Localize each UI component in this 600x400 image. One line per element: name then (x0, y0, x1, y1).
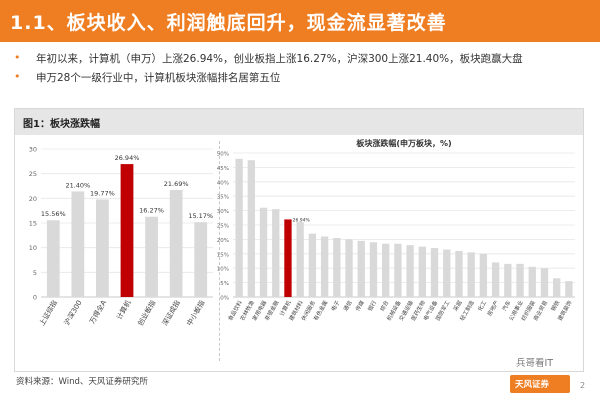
brand-logo-text: 天风证券 (515, 380, 550, 390)
bar (333, 237, 341, 297)
bar (369, 242, 378, 297)
bar (308, 233, 317, 297)
x-tick-label: 钢铁 (549, 299, 562, 313)
bullet-text: 申万28个一级行业中，计算机板块涨幅排名居第五位 (36, 72, 281, 84)
y-tick-label: 0% (220, 296, 229, 302)
bar (553, 278, 561, 297)
bar (169, 189, 183, 297)
x-tick-label: 通信 (341, 299, 354, 313)
y-tick-label: 10 (29, 244, 37, 252)
y-tick-label: 40% (217, 180, 229, 186)
bullet-item: • 年初以来，计算机（申万）上涨26.94%，创业板指上涨16.27%，沪深30… (14, 50, 594, 69)
chart-title: 板块涨跌幅(申万板块，%) (356, 138, 451, 148)
bar (194, 222, 208, 297)
x-tick-label: 电子 (329, 299, 342, 313)
bar (467, 252, 475, 297)
bar (71, 191, 85, 297)
data-label: 21.40% (65, 181, 90, 189)
bullet-list: • 年初以来，计算机（申万）上涨26.94%，创业板指上涨16.27%，沪深30… (14, 50, 594, 88)
y-tick-label: 10% (217, 267, 229, 273)
y-tick-label: 30 (29, 146, 37, 154)
bar (247, 160, 255, 297)
bar (394, 243, 402, 297)
data-label: 21.69% (164, 180, 189, 188)
bullet-dot-icon: • (14, 70, 21, 83)
y-tick-label: 15% (217, 252, 229, 258)
bar (272, 209, 280, 297)
bar (406, 245, 414, 297)
figure-panel: 图1：板块涨跌幅 0 5 10 15 20 25 30 15.56% 上证综指 21.40% 沪深3… (14, 108, 584, 372)
bar (235, 158, 243, 297)
bar (46, 220, 60, 297)
data-label: 16.27% (139, 207, 164, 215)
y-tick-label: 20 (29, 195, 37, 203)
bar (491, 262, 500, 297)
bar (320, 236, 329, 297)
y-tick-label: 50% (217, 152, 229, 158)
bar (516, 263, 524, 297)
data-label: 19.77% (90, 189, 115, 197)
data-label: 26.94% (293, 217, 311, 223)
x-tick-label: 银行 (366, 299, 379, 313)
bullet-text: 年初以来，计算机（申万）上涨26.94%，创业板指上涨16.27%，沪深300上… (36, 53, 523, 65)
x-tick-label: 房地产 (485, 299, 500, 318)
bar (259, 207, 268, 297)
bar (418, 246, 426, 297)
x-tick-label: 采掘 (451, 299, 464, 313)
bar (528, 266, 536, 297)
bar (540, 268, 549, 297)
y-tick-label: 45% (217, 166, 229, 172)
bullet-item: • 申万28个一级行业中，计算机板块涨幅排名居第五位 (14, 69, 594, 88)
bar (357, 240, 365, 297)
bar (345, 239, 353, 297)
bullet-dot-icon: • (14, 51, 21, 64)
source-note: 资料来源：Wind、天风证券研究所 (16, 377, 148, 387)
y-tick-label: 20% (217, 238, 229, 244)
chart-divider (219, 141, 220, 361)
bar (430, 248, 439, 297)
x-tick-label: 传媒 (354, 299, 367, 313)
bar (565, 281, 573, 297)
page-number: 2 (580, 381, 586, 390)
y-tick-label: 30% (217, 209, 229, 215)
bar (443, 249, 451, 297)
y-tick-label: 5 (33, 269, 37, 277)
bar (479, 253, 488, 297)
bar (145, 216, 158, 297)
data-label: 15.17% (188, 212, 213, 220)
bar (504, 263, 512, 297)
x-tick-label: 化工 (476, 299, 489, 313)
data-label: 15.56% (41, 210, 66, 218)
y-tick-label: 25% (217, 224, 229, 230)
figure-header: 图1：板块涨跌幅 (15, 109, 583, 135)
bar (96, 199, 109, 297)
index-change-chart: 05101520253015.56%上证综指21.40%沪深30019.77%万… (29, 146, 213, 328)
page-title: 1.1、板块收入、利润触底回升，现金流显著改善 (10, 12, 447, 34)
wechat-watermark: 兵哥看IT (516, 358, 554, 369)
bar (382, 243, 390, 297)
y-tick-label: 35% (217, 195, 229, 201)
x-tick-label: 汽车 (500, 299, 513, 313)
bar (120, 164, 134, 297)
bar (455, 250, 463, 297)
y-tick-label: 15 (29, 220, 37, 228)
brand-logo: 天风证券 (510, 375, 570, 393)
y-tick-label: 0 (33, 294, 37, 302)
title-bar: 1.1、板块收入、利润触底回升，现金流显著改善 (0, 0, 600, 42)
figure-label: 图1：板块涨跌幅 (23, 119, 100, 130)
y-tick-label: 5% (220, 281, 229, 287)
sector-change-chart: 板块涨跌幅(申万板块，%) 0% 5% 10% 15% 20% 25% 30% 35% 40% 45… (217, 138, 575, 322)
data-label: 26.94% (115, 154, 140, 162)
y-tick-label: 25 (29, 170, 37, 178)
x-tick-label: 综合 (378, 299, 391, 313)
bar (284, 219, 292, 297)
bar (296, 222, 304, 297)
